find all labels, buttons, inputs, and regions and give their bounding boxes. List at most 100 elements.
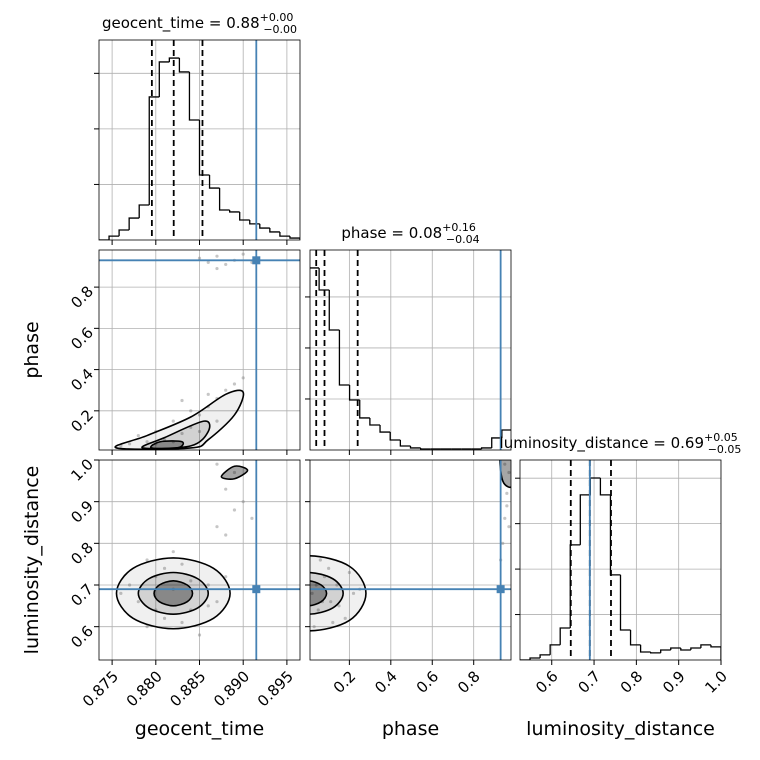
sample-point [145,440,149,444]
y-tick-label: 0.6 [67,622,97,652]
histogram-step [569,544,581,628]
plot-area [99,40,300,240]
sample-point [329,600,333,604]
histogram-step [249,220,260,225]
sample-point [127,442,132,446]
sample-point [136,433,140,438]
histogram-step [289,236,300,239]
histogram-step [710,644,721,648]
histogram-step [539,654,551,658]
sample-point [503,462,507,466]
plot-area [99,460,300,660]
sample-point [171,550,175,554]
sample-point [331,620,335,625]
histogram-step [579,494,591,545]
sample-point [224,487,228,491]
sample-point [335,583,339,587]
y-tick-label: 0.8 [67,539,97,569]
contour [310,571,344,615]
histogram-step [359,400,370,419]
contour [137,571,210,615]
contour [149,440,185,450]
contour [310,580,328,607]
histogram-step [239,211,250,221]
histogram-step [279,231,290,237]
sample-point [206,604,210,608]
histogram-step [559,627,571,645]
histogram-step [128,217,140,230]
sample-point [189,409,193,413]
y-tick-label: 0.2 [67,406,97,436]
sample-point [206,260,210,264]
x-tick-label: 0.4 [371,667,401,697]
panel-title: geocent_time = 0.88+0.00 −0.00 [102,11,297,36]
sample-point [232,382,237,386]
x-axis-label: geocent_time [135,718,264,740]
sample-point [127,583,132,587]
x-tick-label: 0.890 [210,667,253,710]
histogram-step [208,175,220,189]
histogram-step [409,446,421,449]
histogram-step [198,120,210,176]
sample-point [224,262,228,267]
histogram-step [369,417,381,426]
histogram-step [229,210,240,213]
histogram-step [389,432,401,441]
panel-frame [98,39,301,241]
plot-area [99,250,300,450]
sample-point [180,562,184,566]
sample-point [197,413,202,417]
histogram-step [348,385,360,401]
panel-title: phase = 0.08+0.16 −0.04 [341,221,479,246]
sample-point [197,633,202,637]
histogram-step [338,330,350,386]
sample-point [343,616,347,620]
histogram-step [399,440,411,447]
histogram-step [599,478,611,496]
histogram-step [629,630,641,646]
sample-point [314,583,318,587]
sample-point [241,500,245,504]
y-axis-label: luminosity_distance [21,466,43,655]
histogram-step [491,437,502,448]
histogram-step [158,61,170,97]
panel: 0.6 0.7 0.8 0.9 1.0 luminosity_distance = 0.6… [500,431,742,740]
sample-point [215,462,219,466]
sample-point [171,419,175,423]
panel: phase = 0.08+0.16 −0.04 [305,221,512,455]
histogram-step [259,223,270,229]
panel-title: luminosity_distance = 0.69+0.05 −0.05 [500,431,742,456]
sample-point [215,419,219,423]
y-tick-label: 0.6 [67,324,97,354]
panel-frame [309,249,512,451]
y-tick-label: 1.0 [67,455,97,485]
histogram-step [529,657,541,660]
x-tick-label: 0.8 [617,667,647,697]
histogram-step [108,235,120,240]
sample-point [180,431,184,436]
contour [220,465,249,480]
x-tick-label: 0.885 [166,667,209,710]
histogram-step [700,644,711,648]
sample-point [224,388,228,392]
x-axis-label: phase [382,718,439,740]
sample-point [232,508,237,512]
plot-area [520,460,721,660]
title-main: phase = 0.08 [341,224,442,242]
title-sub: −0.00 [263,23,297,36]
x-tick-label: 0.9 [659,667,689,697]
contour [310,555,367,632]
sample-point [189,579,193,583]
sample-point [250,516,254,520]
x-tick-label: 0.6 [413,667,443,697]
sample-point [145,625,149,629]
sample-point [351,591,356,595]
contour [499,460,511,489]
y-tick-label: 0.8 [67,282,97,312]
panel: 0.2 0.4 0.6 0.8 phase [305,459,512,740]
sample-point [327,566,331,570]
y-tick-label: 0.7 [67,580,97,610]
contour [115,557,231,630]
sample-point [206,583,210,587]
